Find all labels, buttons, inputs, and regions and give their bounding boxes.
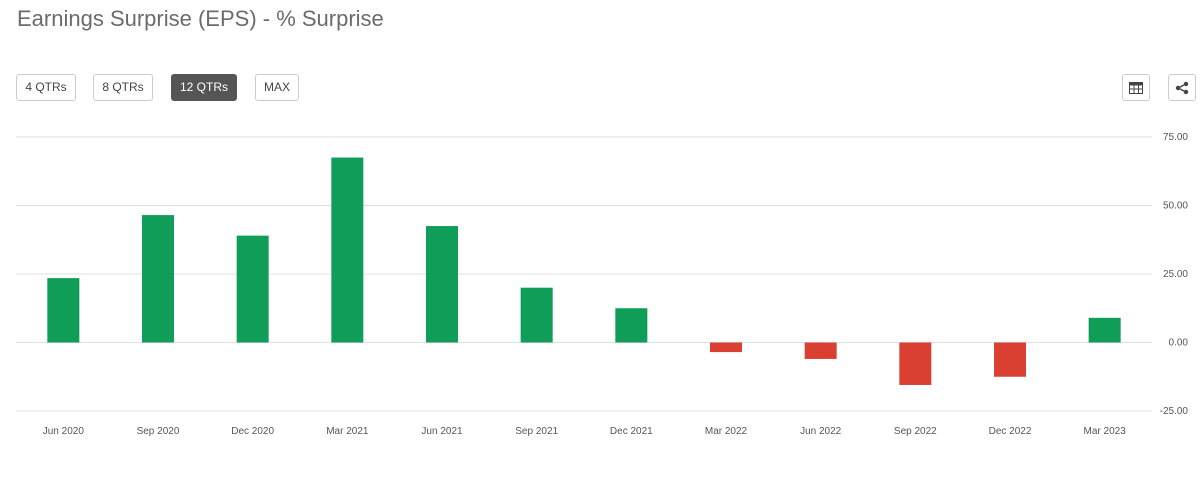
x-tick-label: Jun 2022	[800, 426, 842, 437]
bar-jun-2021[interactable]	[426, 226, 458, 343]
bar-mar-2023[interactable]	[1088, 317, 1121, 343]
x-tick-label: Sep 2022	[894, 426, 937, 437]
x-tick-label: Dec 2022	[989, 426, 1032, 437]
x-tick-label: Mar 2023	[1084, 426, 1127, 437]
x-tick-label: Sep 2021	[515, 426, 558, 437]
chart-title: Earnings Surprise (EPS) - % Surprise	[17, 6, 384, 31]
share-icon	[1175, 81, 1189, 94]
y-tick-label: 0.00	[1169, 338, 1189, 349]
bar-sep-2021[interactable]	[520, 287, 553, 343]
x-tick-label: Mar 2022	[705, 426, 748, 437]
y-tick-label: 75.00	[1163, 132, 1188, 143]
range-button-8-qtrs[interactable]: 8 QTRs	[93, 74, 153, 101]
table-icon	[1129, 81, 1143, 94]
bar-dec-2020[interactable]	[236, 235, 269, 343]
x-tick-label: Sep 2020	[137, 426, 180, 437]
table-view-button[interactable]	[1122, 74, 1150, 101]
bar-dec-2022[interactable]	[994, 342, 1026, 377]
bar-jun-2020[interactable]	[47, 278, 80, 343]
bar-mar-2021[interactable]	[331, 157, 364, 343]
x-tick-label: Dec 2020	[231, 426, 274, 437]
range-button-12-qtrs[interactable]: 12 QTRs	[171, 74, 237, 101]
share-button[interactable]	[1168, 74, 1196, 101]
bar-jun-2022[interactable]	[804, 342, 837, 359]
y-tick-label: -25.00	[1160, 406, 1189, 417]
bar-dec-2021[interactable]	[615, 308, 648, 343]
x-tick-label: Mar 2021	[326, 426, 369, 437]
range-button-4-qtrs[interactable]: 4 QTRs	[16, 74, 76, 101]
bar-mar-2022[interactable]	[710, 342, 742, 353]
y-tick-label: 25.00	[1163, 269, 1188, 280]
range-button-max[interactable]: MAX	[255, 74, 299, 101]
bar-sep-2020[interactable]	[142, 215, 174, 343]
x-tick-label: Jun 2020	[43, 426, 85, 437]
y-tick-label: 50.00	[1163, 201, 1188, 212]
x-tick-label: Dec 2021	[610, 426, 653, 437]
x-tick-label: Jun 2021	[421, 426, 463, 437]
bar-sep-2022[interactable]	[899, 342, 932, 385]
